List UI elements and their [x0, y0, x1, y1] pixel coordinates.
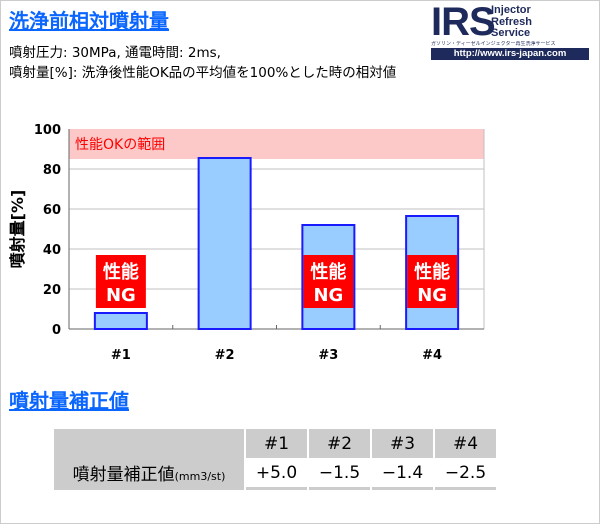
row-unit: (mm3/st)	[174, 470, 226, 483]
x-tick-label: #2	[215, 348, 235, 363]
y-tick-label: 100	[34, 123, 61, 138]
value-cell: −1.5	[309, 458, 370, 490]
ng-badge	[303, 255, 354, 308]
ng-badge-text: 性能	[310, 261, 346, 283]
correction-title: 噴射量補正値	[9, 389, 129, 413]
page-title: 洗浄前相対噴射量	[9, 9, 169, 33]
conditions-text: 噴射圧力: 30MPa, 通電時間: 2ms,	[9, 45, 221, 61]
y-tick-label: 60	[43, 203, 61, 218]
correction-table: #1 #2 #3 #4 噴射量補正値(mm3/st) +5.0 −1.5 −1.…	[52, 429, 498, 490]
x-tick-label: #4	[422, 348, 442, 363]
ng-badge-text: 性能	[103, 261, 139, 283]
logo-word: Refresh	[491, 15, 532, 28]
ng-badge	[95, 255, 146, 308]
logo-word: Injector	[491, 4, 531, 16]
ok-band	[69, 129, 484, 159]
logo-tagline: ガソリン・ディーゼルインジェクター再生洗浄サービス	[431, 41, 556, 47]
bar	[197, 157, 252, 330]
note-text: 噴射量[%]: 洗浄後性能OK品の平均値を100%とした時の相対値	[9, 65, 397, 81]
y-tick-label: 0	[52, 323, 61, 338]
x-tick-label: #1	[111, 348, 131, 363]
y-tick-label: 20	[43, 283, 61, 298]
header-cell: #2	[309, 429, 370, 458]
ok-band-label: 性能OKの範囲	[75, 136, 165, 153]
ng-badge	[407, 255, 458, 308]
ng-badge-text: NG	[106, 285, 136, 306]
logo-big: IRS	[431, 0, 496, 44]
row-label: 噴射量補正値	[72, 465, 175, 485]
logo-url[interactable]: http://www.irs-japan.com	[431, 48, 589, 60]
ng-badge-text: NG	[313, 285, 343, 306]
value-cell: −2.5	[435, 458, 496, 490]
bar	[93, 312, 148, 330]
header-cell: #3	[372, 429, 433, 458]
irs-logo: IRS Injector Refresh Service ガソリン・ディーゼルイ…	[431, 0, 589, 60]
table-row: 噴射量補正値(mm3/st) +5.0 −1.5 −1.4 −2.5	[54, 458, 496, 490]
value-cell: −1.4	[372, 458, 433, 490]
y-tick-label: 80	[43, 163, 61, 178]
logo-words: Injector Refresh Service	[491, 4, 532, 40]
x-tick-label: #3	[318, 348, 338, 363]
header-cell: #4	[435, 429, 496, 458]
header-cell: #1	[246, 429, 307, 458]
ng-badge-text: NG	[417, 285, 447, 306]
value-cell: +5.0	[246, 458, 307, 490]
y-tick-label: 40	[43, 243, 61, 258]
logo-word: Service	[491, 27, 531, 39]
table-header-row: #1 #2 #3 #4	[54, 429, 496, 458]
ng-badge-text: 性能	[414, 261, 450, 283]
y-axis-label: 噴射量[%]	[8, 190, 27, 269]
